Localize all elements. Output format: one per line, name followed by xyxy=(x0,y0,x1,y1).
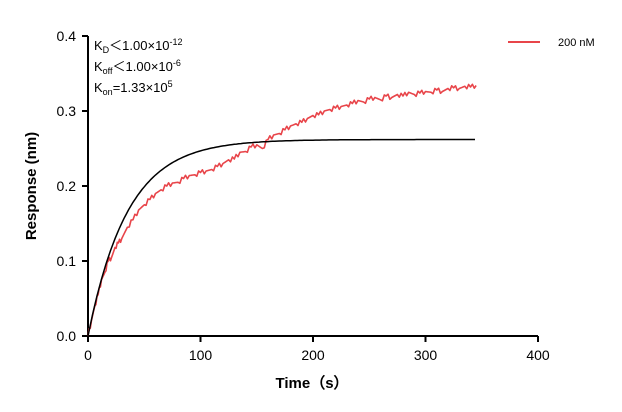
y-tick-label: 0.1 xyxy=(57,253,77,269)
x-tick-label: 400 xyxy=(526,347,550,363)
axes: 0 100 200 300 400 0.0 0.1 0.2 0.3 0.4 xyxy=(57,28,550,363)
fit-curve xyxy=(87,138,475,337)
annotation-block: KD＜1.00×10-12 Koff＜1.00×10-6 Kon=1.33×10… xyxy=(94,37,183,97)
kon-annotation: Kon=1.33×105 xyxy=(94,79,173,97)
y-tick-label: 0.4 xyxy=(57,28,77,44)
x-tick-label: 200 xyxy=(301,347,325,363)
legend: 200 nM xyxy=(508,37,595,49)
legend-label-200nm: 200 nM xyxy=(558,37,595,49)
x-tick-label: 300 xyxy=(414,347,438,363)
y-tick-label: 0.2 xyxy=(57,178,77,194)
x-tick-label: 0 xyxy=(84,347,92,363)
y-tick-label: 0.0 xyxy=(57,328,77,344)
measured-curve-200nm xyxy=(87,83,477,337)
y-axis-title: Response (nm) xyxy=(23,132,40,240)
koff-annotation: Koff＜1.00×10-6 xyxy=(94,58,181,76)
series-layer xyxy=(87,83,477,337)
x-axis-title: Time（s） xyxy=(275,374,348,392)
y-tick-label: 0.3 xyxy=(57,103,77,119)
kd-annotation: KD＜1.00×10-12 xyxy=(94,37,183,55)
x-tick-label: 100 xyxy=(189,347,213,363)
